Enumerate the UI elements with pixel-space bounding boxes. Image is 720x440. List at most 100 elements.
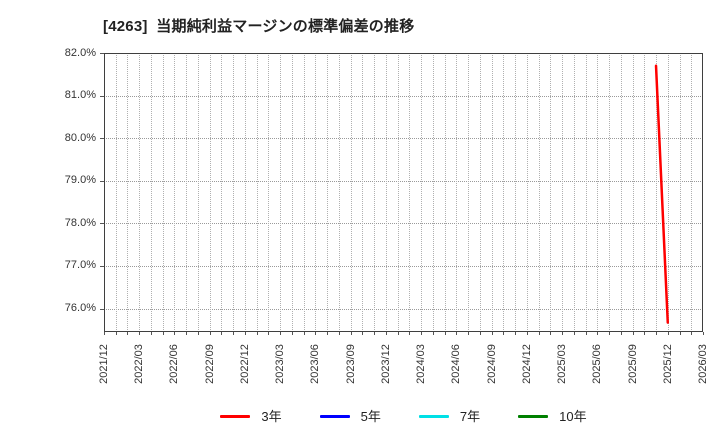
vertical-gridline: [209, 53, 211, 332]
y-axis-label: 76.0%: [64, 302, 96, 315]
vertical-gridline: [127, 53, 129, 332]
vertical-gridline: [327, 53, 329, 332]
legend-line-swatch: [418, 414, 449, 418]
x-axis-tick: [456, 332, 458, 335]
x-axis-tick: [209, 332, 211, 335]
x-axis-label: 2025/06: [591, 344, 604, 384]
x-axis-tick: [221, 332, 223, 335]
y-axis-label: 78.0%: [64, 216, 96, 229]
x-axis-tick: [562, 332, 564, 335]
legend-item: 7年: [418, 408, 481, 424]
vertical-gridline: [244, 53, 246, 332]
vertical-gridline: [197, 53, 199, 332]
x-axis-tick: [256, 332, 258, 335]
x-axis-label: 2022/03: [133, 344, 146, 384]
x-axis-tick: [139, 332, 141, 335]
x-axis-tick: [162, 332, 164, 335]
legend-label: 7年: [459, 408, 481, 424]
vertical-gridline: [609, 53, 611, 332]
vertical-gridline: [468, 53, 470, 332]
x-axis-tick: [515, 332, 517, 335]
vertical-gridline: [632, 53, 634, 332]
plot-area: [104, 53, 703, 332]
vertical-gridline: [432, 53, 434, 332]
x-axis-label: 2023/09: [344, 344, 357, 384]
x-axis-label: 2024/12: [520, 344, 533, 384]
vertical-gridline: [585, 53, 587, 332]
vertical-gridline: [479, 53, 481, 332]
y-axis-tick: [100, 265, 104, 267]
x-axis-tick: [503, 332, 505, 335]
x-axis-tick: [104, 332, 105, 335]
x-axis-label: 2021/12: [98, 344, 110, 384]
x-axis-tick: [667, 332, 669, 335]
x-axis-tick: [526, 332, 528, 335]
vertical-gridline: [538, 53, 540, 332]
legend-item: 10年: [518, 408, 587, 424]
vertical-gridline: [515, 53, 517, 332]
x-axis-tick: [362, 332, 364, 335]
x-axis-tick: [585, 332, 587, 335]
vertical-gridline: [315, 53, 317, 332]
x-axis-tick: [186, 332, 188, 335]
vertical-gridline: [573, 53, 575, 332]
y-axis-label: 80.0%: [64, 131, 96, 144]
y-axis-label: 79.0%: [64, 174, 96, 187]
vertical-gridline: [491, 53, 493, 332]
x-axis-tick: [468, 332, 470, 335]
x-axis-tick: [691, 332, 693, 335]
vertical-gridline: [362, 53, 364, 332]
x-axis-tick: [303, 332, 305, 335]
chart-title: [4263] 当期純利益マージンの標準偏差の推移: [103, 18, 415, 35]
x-axis-label: 2025/12: [661, 344, 674, 384]
x-axis-label: 2024/06: [450, 344, 463, 384]
x-axis-tick: [127, 332, 129, 335]
vertical-gridline: [644, 53, 646, 332]
vertical-gridline: [268, 53, 270, 332]
vertical-gridline: [139, 53, 141, 332]
x-axis-tick: [444, 332, 446, 335]
vertical-gridline: [385, 53, 387, 332]
x-axis-label: 2023/12: [379, 344, 392, 384]
x-axis-label: 2024/03: [415, 344, 428, 384]
legend-line-swatch: [319, 414, 350, 418]
x-axis-tick: [656, 332, 658, 335]
x-axis-tick: [620, 332, 622, 335]
x-axis-tick: [679, 332, 681, 335]
vertical-gridline: [444, 53, 446, 332]
legend-line-swatch: [220, 414, 251, 418]
vertical-gridline: [221, 53, 223, 332]
x-axis-label: 2025/03: [556, 344, 569, 384]
horizontal-gridline: [104, 180, 703, 182]
horizontal-gridline: [104, 308, 703, 310]
vertical-gridline: [620, 53, 622, 332]
vertical-gridline: [174, 53, 176, 332]
vertical-gridline: [503, 53, 505, 332]
x-axis-label: 2024/09: [485, 344, 498, 384]
x-axis-label: 2025/09: [626, 344, 639, 384]
vertical-gridline: [186, 53, 188, 332]
legend-label: 3年: [261, 408, 282, 424]
vertical-gridline: [679, 53, 681, 332]
x-axis-tick: [538, 332, 540, 335]
legend-label: 10年: [559, 408, 587, 424]
legend-item: 3年: [220, 408, 282, 424]
x-axis-tick: [115, 332, 117, 335]
vertical-gridline: [691, 53, 693, 332]
vertical-gridline: [233, 53, 235, 332]
y-axis-tick: [100, 138, 104, 140]
y-axis-label: 82.0%: [64, 46, 96, 59]
y-axis-tick: [100, 180, 104, 182]
vertical-gridline: [280, 53, 282, 332]
x-axis-tick: [432, 332, 434, 335]
x-axis-label: 2023/06: [309, 344, 322, 384]
x-axis-label: 2022/12: [238, 344, 251, 384]
x-axis-tick: [350, 332, 352, 335]
y-axis-tick: [100, 308, 104, 310]
vertical-gridline: [303, 53, 305, 332]
x-axis-tick: [632, 332, 634, 335]
x-axis-label: 2026/03: [697, 344, 709, 384]
x-axis-tick: [280, 332, 282, 335]
vertical-gridline: [409, 53, 411, 332]
